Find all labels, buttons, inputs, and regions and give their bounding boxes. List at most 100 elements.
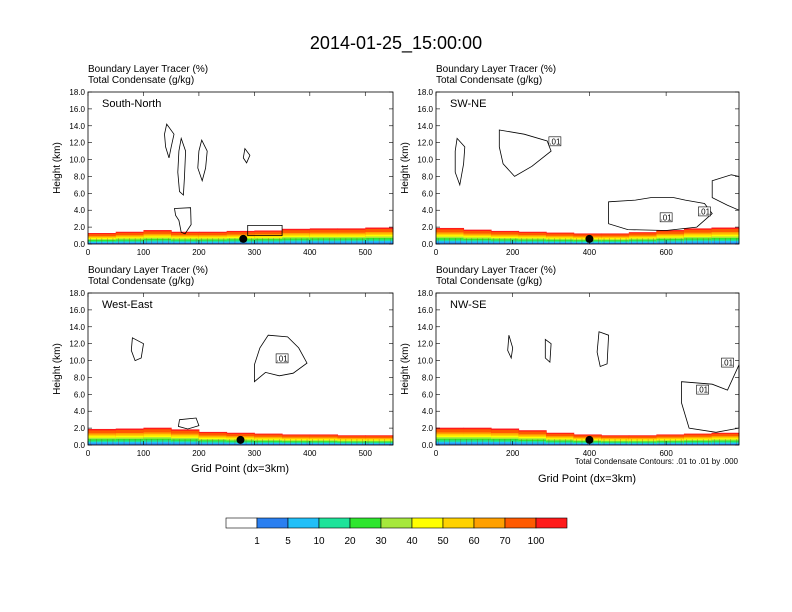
contour-label-box: [548, 136, 562, 147]
y-axis-label: Height (km): [400, 142, 411, 194]
y-tick-label: 6.0: [422, 189, 434, 198]
condensate-contour: [177, 136, 187, 196]
y-tick-label: 6.0: [422, 390, 434, 399]
plot-frame: [435, 91, 740, 245]
y-tick-label: 10.0: [417, 357, 433, 366]
contour-note: Total Condensate Contours: .01 to .01 by…: [575, 457, 739, 466]
x-axis-label: Grid Point (dx=3km): [538, 473, 636, 485]
x-tick-label: 600: [659, 449, 673, 458]
y-tick-label: 18.0: [69, 88, 85, 97]
x-tick-label: 0: [434, 248, 439, 257]
contour-label: .01: [661, 213, 673, 222]
condensate-contour: [596, 331, 610, 368]
panel-header-line1: Boundary Layer Tracer (%): [88, 265, 208, 276]
panel-header-line2: Total Condensate (g/kg): [88, 75, 194, 86]
colorbar-swatch: [380, 517, 413, 529]
panel-label: NW-SE: [450, 299, 486, 311]
y-tick-label: 14.0: [417, 122, 433, 131]
panel-label: West-East: [102, 299, 153, 311]
y-tick-label: 2.0: [74, 424, 86, 433]
y-tick-label: 6.0: [74, 189, 86, 198]
contour-label: .01: [699, 207, 711, 216]
panel-west-east: Boundary Layer Tracer (%) Total Condensa…: [52, 265, 394, 475]
y-axis-label: Height (km): [52, 343, 63, 395]
x-tick-label: 600: [659, 248, 673, 257]
colorbar-swatch: [442, 517, 475, 529]
colorbar-swatch: [225, 517, 258, 529]
condensate-contour: [174, 207, 192, 235]
panel-header-line1: Boundary Layer Tracer (%): [88, 64, 208, 75]
y-tick-label: 8.0: [422, 373, 434, 382]
condensate-contour: [247, 225, 283, 236]
y-tick-label: 12.0: [69, 340, 85, 349]
y-tick-label: 14.0: [417, 323, 433, 332]
x-tick-label: 500: [359, 449, 373, 458]
contour-label-box: [698, 206, 711, 217]
y-axis-label: Height (km): [400, 343, 411, 395]
y-tick-label: 10.0: [69, 357, 85, 366]
x-tick-label: 100: [137, 248, 151, 257]
y-tick-label: 16.0: [417, 105, 433, 114]
tracer-band: [683, 242, 712, 244]
colorbar-swatch: [287, 517, 320, 529]
colorbar-label: 70: [499, 536, 511, 547]
y-tick-label: 2.0: [422, 223, 434, 232]
x-tick-label: 100: [137, 449, 151, 458]
site-marker: [585, 435, 594, 444]
condensate-contour: [164, 123, 175, 159]
condensate-contour: [254, 334, 308, 383]
y-tick-label: 2.0: [74, 223, 86, 232]
condensate-contour: [454, 137, 466, 187]
y-axis-label: Height (km): [52, 142, 63, 194]
x-tick-label: 400: [583, 449, 597, 458]
panel-header-line2: Total Condensate (g/kg): [88, 276, 194, 287]
x-tick-label: 300: [248, 248, 262, 257]
colorbar-label: 100: [528, 536, 545, 547]
x-tick-label: 300: [248, 449, 262, 458]
condensate-contour: [242, 147, 251, 164]
x-tick-label: 400: [303, 449, 317, 458]
y-tick-label: 8.0: [422, 172, 434, 181]
x-tick-label: 0: [434, 449, 439, 458]
panel-header-line2: Total Condensate (g/kg): [436, 276, 542, 287]
site-marker: [239, 234, 248, 243]
site-marker: [236, 435, 245, 444]
plot-area: [88, 293, 393, 445]
x-tick-label: 200: [192, 449, 206, 458]
tracer-band: [628, 444, 657, 445]
tracer-band: [546, 443, 575, 445]
y-tick-label: 8.0: [74, 172, 86, 181]
x-tick-label: 400: [583, 248, 597, 257]
y-tick-label: 12.0: [69, 139, 85, 148]
colorbar-swatch: [504, 517, 537, 529]
x-tick-label: 500: [359, 248, 373, 257]
condensate-contour: [177, 417, 200, 430]
colorbar-swatch: [535, 517, 568, 529]
y-tick-label: 2.0: [422, 424, 434, 433]
contour-label: .01: [549, 137, 561, 146]
y-tick-label: 10.0: [417, 156, 433, 165]
y-tick-label: 14.0: [69, 323, 85, 332]
y-tick-label: 8.0: [74, 373, 86, 382]
y-tick-label: 12.0: [417, 139, 433, 148]
tracer-band: [546, 242, 575, 244]
contour-label-box: [721, 357, 734, 368]
colorbar-label: 20: [344, 536, 356, 547]
plot-area: [436, 92, 739, 244]
y-tick-label: 10.0: [69, 156, 85, 165]
y-tick-label: 16.0: [69, 306, 85, 315]
condensate-contour: [197, 138, 208, 183]
y-tick-label: 0.0: [422, 240, 434, 249]
colorbar-label: 5: [285, 536, 291, 547]
x-axis-label: Grid Point (dx=3km): [191, 463, 289, 475]
colorbar-label: 50: [437, 536, 449, 547]
y-tick-label: 14.0: [69, 122, 85, 131]
y-tick-label: 18.0: [69, 289, 85, 298]
y-tick-label: 4.0: [74, 206, 86, 215]
colorbar-label: 1: [254, 536, 260, 547]
plot-frame: [435, 292, 740, 446]
plot-area: [88, 92, 393, 244]
x-tick-label: 0: [86, 248, 91, 257]
panel-label: SW-NE: [450, 98, 486, 110]
colorbar-label: 10: [313, 536, 325, 547]
